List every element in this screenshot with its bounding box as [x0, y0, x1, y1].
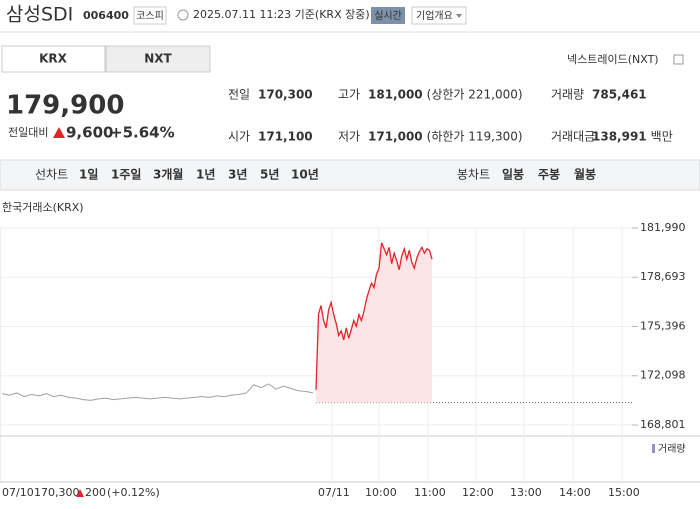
x-tick-label: 10:00 [365, 486, 397, 499]
period-button[interactable]: 주봉 [538, 168, 560, 182]
tab[interactable] [1, 45, 106, 73]
y-tick-label: 175,396 [640, 319, 686, 332]
stat-label: 거래량 [551, 88, 584, 102]
period-button[interactable]: 5년 [260, 168, 279, 182]
volume-legend: 거래량 [658, 443, 686, 455]
stat-value: 171,100 [258, 130, 313, 144]
tab[interactable] [105, 45, 211, 73]
y-tick-label: 172,098 [640, 369, 686, 382]
stat-label: 저가 [338, 130, 360, 144]
stat-note: (상한가 221,000) [427, 88, 523, 102]
badge [133, 6, 167, 25]
current-price: 179,900 [6, 91, 124, 121]
change: 9,600 [66, 124, 113, 142]
timestamp: 2025.07.11 11:23 기준(KRX 장중) [193, 8, 370, 21]
period-button[interactable]: 1일 [79, 168, 98, 182]
stat-label: 거래대금 [551, 130, 595, 144]
code: 006400 [83, 9, 129, 22]
x-tick-label: 15:00 [608, 486, 640, 499]
stat-note: (하한가 119,300) [427, 130, 523, 144]
realtime: 실시간 [374, 10, 402, 22]
legend-swatch [652, 444, 655, 453]
footer-change: 200 [85, 486, 106, 499]
period-button[interactable]: 3년 [228, 168, 247, 182]
stat-value: 170,300 [258, 88, 313, 102]
up-icon [53, 127, 65, 138]
period-bar [0, 159, 700, 191]
x-tick-label: 13:00 [510, 486, 542, 499]
footer-close: 170,300 [34, 486, 80, 499]
x-tick-label: 14:00 [559, 486, 591, 499]
price-line [1, 383, 314, 401]
tab-label[interactable]: NXT [144, 52, 172, 66]
badge [371, 7, 405, 24]
title: 삼성SDI [6, 4, 73, 26]
stat-unit: 백만 [651, 130, 673, 144]
period-button[interactable]: 10년 [291, 168, 319, 182]
x-tick-label: 11:00 [414, 486, 446, 499]
dropdown-icon [456, 14, 462, 18]
period-button[interactable]: 1주일 [111, 168, 141, 182]
stat-label: 시가 [228, 130, 250, 144]
stat-value: 171,000 [368, 130, 423, 144]
chart-source: 한국거래소(KRX) [2, 201, 84, 214]
stat-label: 고가 [338, 88, 360, 102]
area [316, 242, 432, 403]
change-label: 전일대비 [8, 125, 48, 139]
period-button[interactable]: 월봉 [574, 167, 596, 182]
change-pct: +5.64% [110, 124, 175, 142]
stat-value: 181,000 [368, 88, 423, 102]
period-button[interactable]: 1년 [196, 168, 215, 182]
x-tick-label: 07/11 [318, 486, 350, 499]
company-info[interactable]: 기업개요 [416, 9, 453, 22]
market: 코스피 [136, 10, 164, 22]
stat-value: 138,991 [592, 130, 647, 144]
period-button[interactable]: 3개월 [153, 167, 183, 182]
footer-change-pct: (+0.12%) [107, 486, 160, 499]
y-tick-label: 181,990 [640, 221, 686, 234]
y-tick-label: 168,801 [640, 418, 686, 431]
button[interactable] [411, 6, 467, 25]
stat-label: 전일 [228, 88, 250, 102]
x-tick-label: 12:00 [462, 486, 494, 499]
tab-label[interactable]: KRX [39, 52, 68, 66]
up-icon [76, 489, 84, 497]
x-tick-label: 07/10 [2, 486, 34, 499]
nxt-link[interactable]: 넥스트레이드(NXT) [567, 53, 659, 66]
price-line [315, 242, 433, 390]
period-group-label: 봉차트 [457, 168, 490, 182]
clock-icon [177, 9, 189, 21]
period-group-label: 선차트 [35, 168, 68, 182]
stat-value: 785,461 [592, 88, 647, 102]
period-button[interactable]: 일봉 [502, 168, 524, 182]
y-tick-label: 178,693 [640, 270, 686, 283]
help-icon [673, 54, 684, 65]
